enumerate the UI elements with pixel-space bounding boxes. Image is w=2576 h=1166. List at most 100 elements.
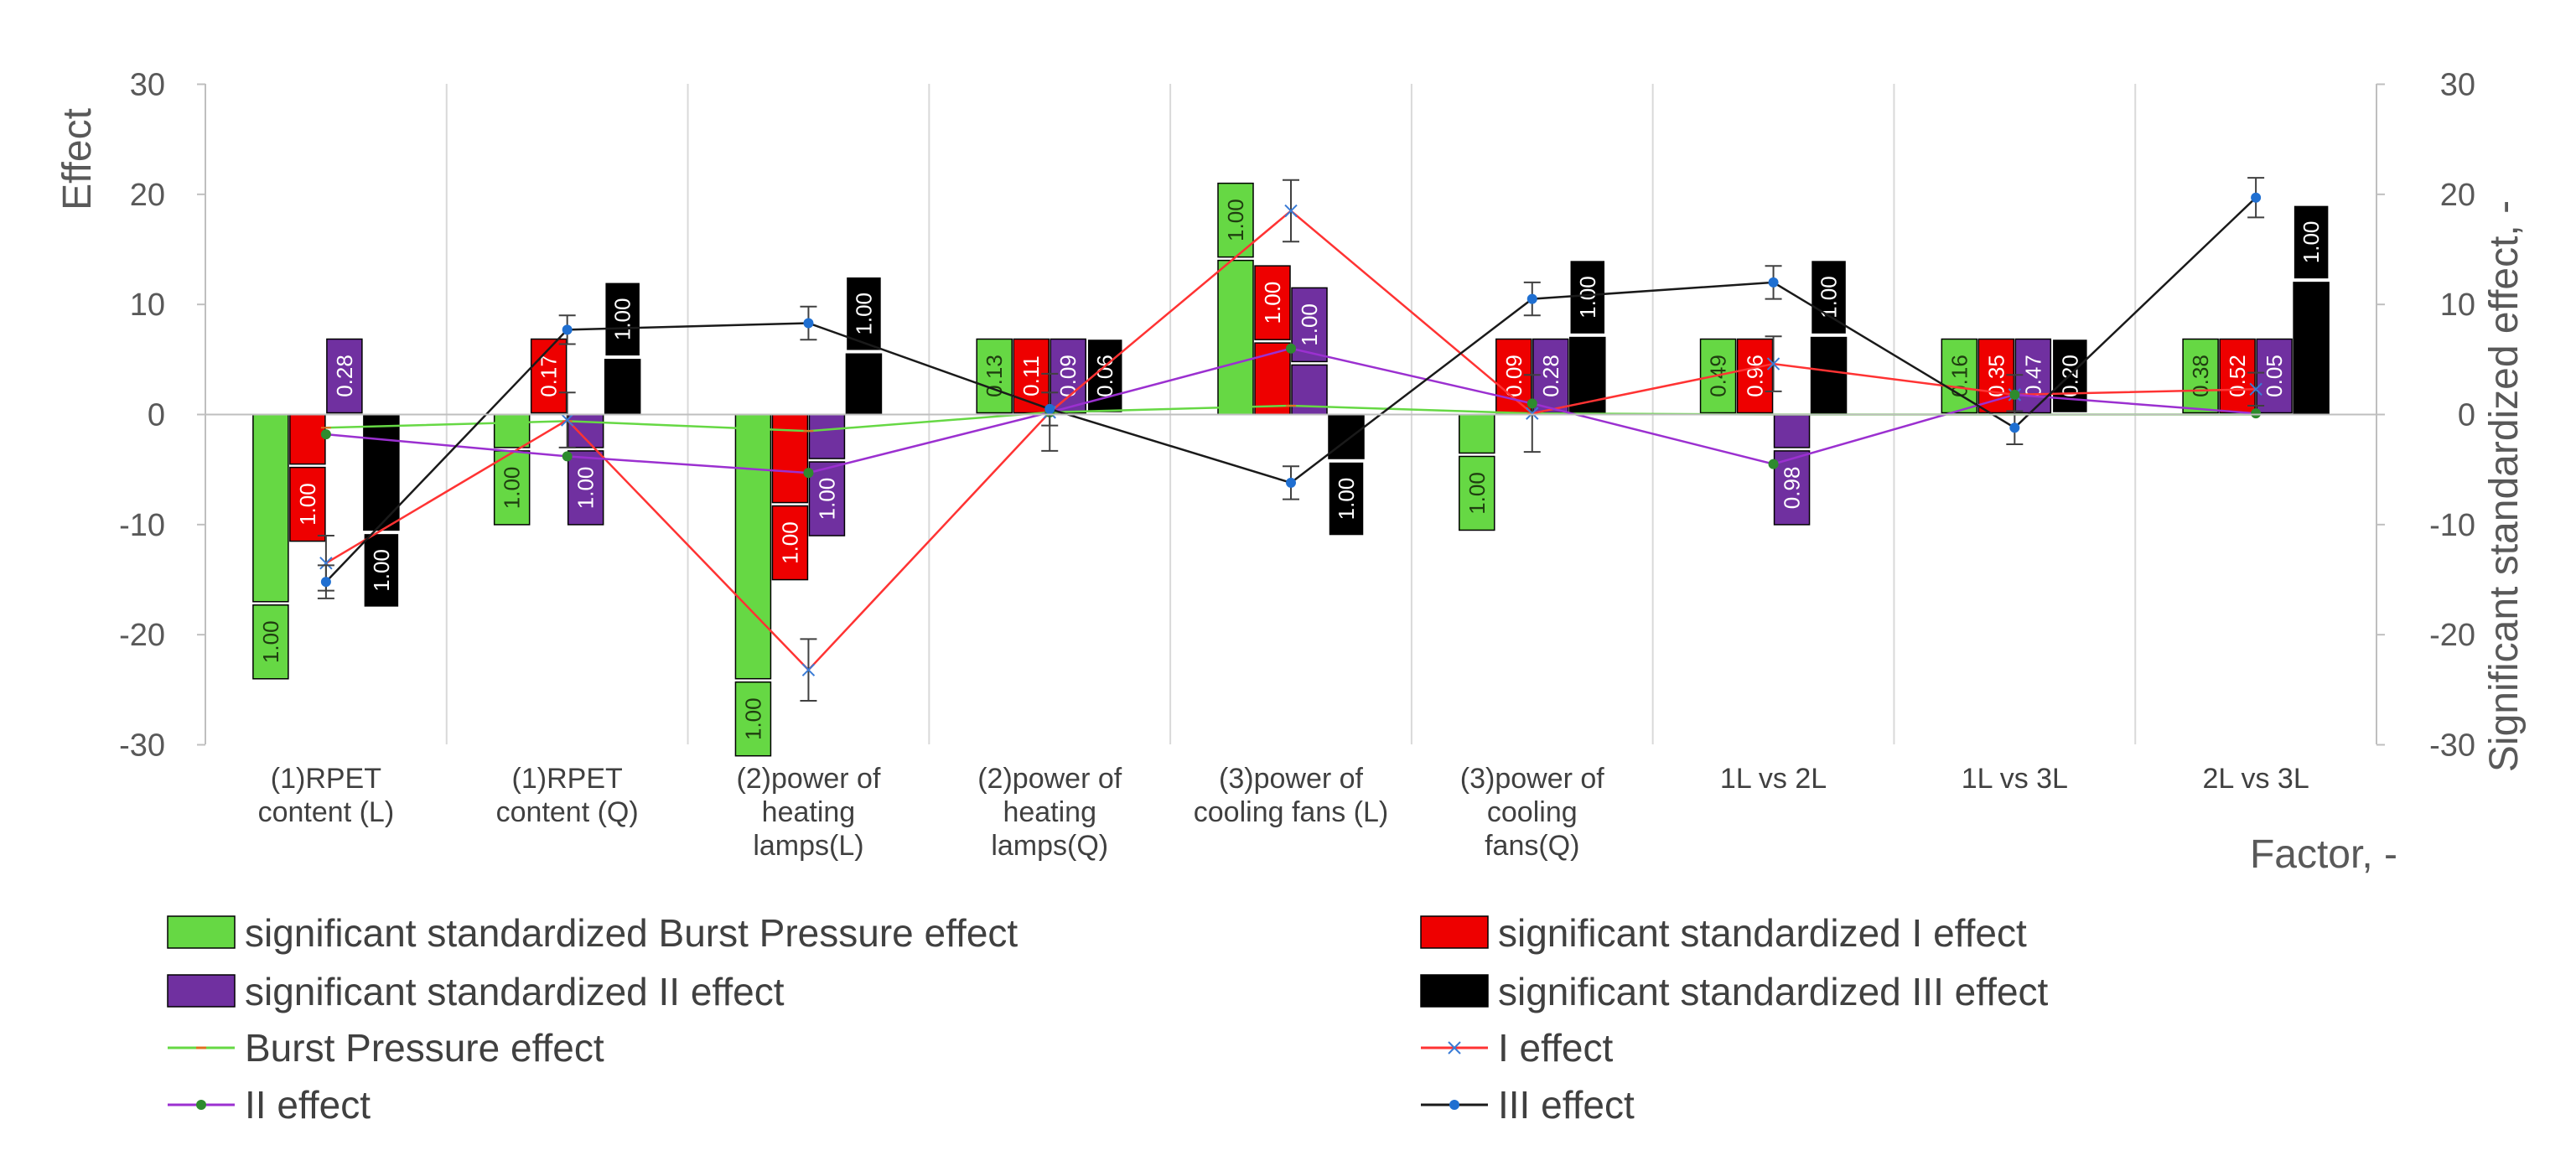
bar [1773,413,1811,448]
category-label: (2)power of heating lamps(Q) [977,763,1122,862]
data-point [2251,408,2262,419]
bar [289,413,326,465]
bar-value-label: 1.00 [1334,478,1359,521]
legend-swatch [1420,974,1489,1008]
data-point [1526,407,1539,420]
bar-label-box [289,466,326,542]
bar-value-label: 0.28 [332,355,357,397]
bar-label-box [1013,338,1050,414]
y-tick-label: -30 [119,728,165,764]
series-line [325,209,2257,672]
bar-label-box [567,450,604,526]
category-label: (2)power of heating lamps(L) [736,763,881,862]
bar [1328,413,1365,459]
y-axis-title: Effect [55,108,100,210]
bar [252,413,289,603]
line-series [317,177,2265,702]
legend-swatch [167,974,236,1008]
category-label: 2L vs 3L [2202,763,2309,795]
bar [771,413,809,504]
bar-value-label: 0.16 [1946,355,1972,397]
legend-marker [196,1100,206,1110]
bar [1459,413,1495,454]
data-point [1768,277,1779,288]
data-point [1526,398,1537,409]
y-tick-label: -20 [119,618,165,653]
bar-value-label: 0.13 [982,355,1007,397]
legend-marker [1449,1100,1459,1110]
bar-value-label: 0.47 [2020,355,2045,397]
bar-value-label: 1.00 [610,298,635,341]
legend-swatch [1420,915,1489,949]
legend-swatch [167,915,236,949]
bar-label-box [1050,338,1086,414]
data-point [2009,389,2020,400]
y-tick-label: 10 [130,288,165,323]
bar-value-label: 1.00 [2299,221,2324,264]
y2-tick-label: 10 [2440,288,2475,323]
data-point [560,413,574,427]
bar-label-box [1217,182,1254,258]
bar-value-label: 1.00 [500,467,525,510]
bar-label-box [976,338,1013,414]
bar-value-label: 0.11 [1018,355,1044,396]
y2-tick-label: 0 [2458,398,2475,433]
bar-value-label: 1.00 [851,293,876,335]
y2-tick-label: 30 [2440,68,2475,103]
bar-value-label: 0.05 [2262,355,2287,397]
legend-label: significant standardized I effect [1498,911,2027,955]
data-point [2009,422,2020,433]
x-axis-title: Factor, - [2250,832,2397,877]
category-label: (1)RPET content (Q) [496,763,639,828]
bar-label-box [530,338,568,414]
bar-label-box [2182,338,2219,414]
bar-value-label: 1.00 [1575,276,1600,319]
legend-marker [1448,1041,1461,1055]
bar-value-label: 1.00 [258,620,283,663]
bar-value-label: 1.00 [573,467,599,510]
bar-label-box [1459,455,1495,531]
data-point [803,318,814,329]
data-point [801,663,816,676]
bar-value-label: 0.28 [1538,355,1563,397]
data-point [1284,204,1298,218]
bar-label-box [604,282,641,357]
bar-label-box [326,338,363,414]
bar [604,359,641,416]
bar-value-label: 1.00 [1223,199,1248,241]
y-tick-label: 0 [148,398,165,433]
bar-value-label: 1.00 [740,697,765,740]
legend-label: Burst Pressure effect [245,1026,604,1070]
bar-label-box [734,681,772,757]
bar-value-label: 0.06 [1092,355,1117,397]
data-point [562,324,573,335]
legend-label: significant standardized III effect [1498,970,2049,1013]
legend-label: III effect [1498,1083,1635,1127]
bar-value-label: 0.98 [1780,467,1805,510]
bar-value-label: 1.00 [777,521,802,564]
bar-label-box [493,450,531,526]
bar-label-box [2293,205,2330,280]
data-point [1768,459,1779,469]
data-point [1044,403,1055,414]
bar-value-label: 1.00 [1260,282,1285,324]
category-label: (3)power of cooling fans(Q) [1460,763,1605,862]
y-tick-label: 20 [130,178,165,213]
y-tick-label: 30 [130,68,165,103]
bar [493,413,531,448]
bar-value-label: 1.00 [295,483,320,526]
bar-label-box [1328,461,1365,536]
bar [363,413,400,531]
data-point [320,429,331,440]
data-point [2249,382,2262,396]
category-label: 1L vs 2L [1720,763,1827,795]
bar [2293,282,2330,416]
bar-label-box [1254,265,1291,340]
category-label: 1L vs 3L [1962,763,2068,795]
bar-value-label: 1.00 [1817,276,1842,319]
bar-value-label: 1.00 [1297,303,1322,346]
legend-label: I effect [1498,1026,1613,1070]
data-point [1286,343,1296,354]
data-point [1766,357,1780,371]
